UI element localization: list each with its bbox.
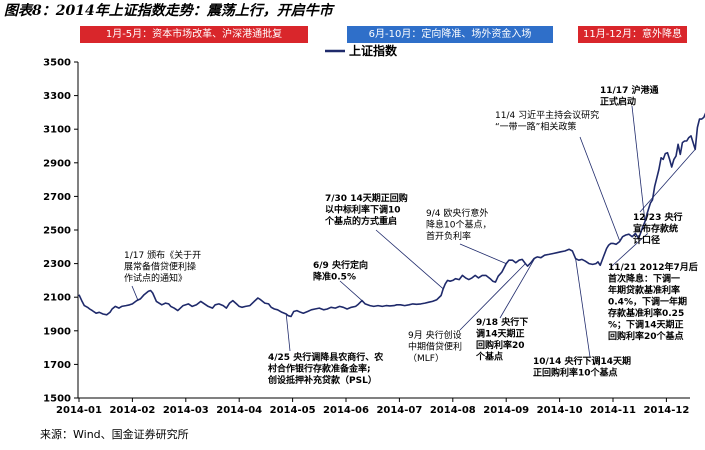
y-tick-label: 1700 [43, 360, 71, 371]
annotation-text: 创设抵押补充贷款（PSL） [267, 374, 377, 386]
x-tick-label: 2014-09 [483, 405, 529, 415]
annotation-text: 9/18 央行下 [476, 316, 528, 328]
source-note: 来源：Wind、国金证券研究所 [40, 428, 189, 441]
annotation-leader [579, 136, 620, 241]
y-tick-label: 2700 [43, 192, 71, 203]
x-tick-label: 2014-06 [323, 405, 369, 415]
annotation-text: 调14天期正 [476, 328, 525, 340]
annotation-text: %；下调14天期正 [608, 319, 684, 331]
annotation-text: 正回购利率10个基点 [533, 367, 618, 379]
annotation-text: 首次降息：下调一 [608, 273, 680, 285]
annotation-text: 回购利率20个基点 [608, 330, 684, 342]
annotation-text: 宣布存款统 [633, 223, 678, 235]
y-tick-label: 1500 [43, 394, 71, 405]
annotation-text: 0.4%，下调一年期 [608, 296, 687, 308]
annotation-leader [339, 280, 363, 301]
annotation-text: 存款基准利率0.25 [608, 307, 684, 319]
annotation-text: 11/4 习近平主持会议研究 [495, 109, 599, 121]
phase-banner-1: 1月-5月：资本市场改革、沪深港通批复 [80, 26, 308, 43]
annotation-text: 展常备借贷便利操 [124, 261, 196, 273]
annotation-text: 村合作银行存款准备金率; [268, 363, 371, 375]
annotation-leader [131, 285, 139, 300]
annotation: 11/21 2012年7月后首次降息：下调一年期贷款基准利率0.4%，下调一年期… [608, 233, 698, 342]
x-tick-label: 2014-04 [216, 405, 262, 415]
annotation-text: 1/17 颁布《关于开 [124, 249, 201, 261]
annotation-text: 6/9 央行定向 [313, 259, 368, 271]
annotation: 11/4 习近平主持会议研究“一带一路”相关政策 [495, 109, 620, 241]
annotation-text: 4/25 央行调降县农商行、农 [268, 351, 384, 363]
annotation-text: 正式启动 [600, 96, 636, 108]
series-line [78, 112, 705, 318]
phase-banner-2: 6月-10月：定向降准、场外资金入场 [347, 26, 553, 43]
annotation-text: 降息10个基点， [426, 219, 491, 231]
annotation-text: 11/21 2012年7月后 [608, 261, 698, 273]
figure-title: 图表8：2014年上证指数走势：震荡上行，开启牛市 [4, 3, 333, 19]
x-tick-label: 2014-10 [537, 405, 583, 415]
annotation-text: 7/30 14天期正回购 [325, 192, 408, 204]
x-tick-label: 2014-07 [376, 405, 422, 415]
annotation-text: 12/23 央行 [633, 211, 682, 223]
y-tick-label: 1900 [43, 326, 71, 337]
y-tick-label: 3300 [43, 91, 71, 102]
shanghai-index-chart: 1500 1700 1900 2100 2300 2500 2700 2900 3100 3300… [43, 43, 705, 415]
x-tick-label: 2014-08 [430, 405, 476, 415]
chart-legend: 上证指数 [325, 43, 398, 58]
annotation-leader [375, 229, 444, 290]
y-tick-label: 2900 [43, 158, 71, 169]
annotation-leader [639, 149, 696, 213]
x-tick-label: 2014-12 [643, 405, 689, 415]
chart-axes: 1500 1700 1900 2100 2300 2500 2700 2900 3100 3300… [43, 58, 690, 415]
x-tick-label: 2014-03 [163, 405, 209, 415]
annotation-text: 年期贷款基准利率 [608, 284, 680, 296]
y-tick-label: 3500 [43, 58, 71, 69]
annotation-leader [631, 105, 646, 222]
x-tick-label: 2014-02 [109, 405, 155, 415]
annotation-text: 中期借贷便利 [408, 341, 462, 353]
annotation-text: 9/4 欧央行意外 [426, 207, 488, 219]
phase-banner-3: 11月-12月：意外降息 [578, 26, 687, 43]
x-tick-label: 2014-05 [270, 405, 316, 415]
annotation-text: “一带一路”相关政策 [495, 121, 576, 133]
annotation-text: 计口径 [633, 234, 660, 246]
x-tick-label: 2014-11 [590, 405, 636, 415]
annotation-leader [285, 313, 291, 352]
y-tick-label: 2300 [43, 259, 71, 270]
annotation-text: 首开负利率 [426, 230, 471, 242]
legend-label: 上证指数 [349, 43, 398, 58]
chart-series [78, 112, 705, 318]
annotation-text: 作试点的通知》 [124, 272, 187, 284]
annotation-text: 以中标利率下调10 [325, 204, 401, 216]
y-tick-label: 2500 [43, 226, 71, 237]
annotation-leader [611, 233, 648, 267]
y-tick-label: 3100 [43, 125, 71, 136]
annotation-leader [459, 243, 507, 264]
annotation-text: 回购利率20 [476, 339, 525, 351]
annotation-text: 10/14 央行下调14天期 [533, 355, 631, 367]
annotation-text: 降准0.5% [313, 271, 356, 283]
annotation-text: 个基点 [475, 351, 503, 363]
x-tick-label: 2014-01 [56, 405, 102, 415]
annotation-leader [575, 258, 591, 358]
annotation-text: 个基点的方式重启 [324, 215, 397, 227]
annotation-leader [459, 263, 526, 331]
annotation-text: （MLF） [408, 353, 444, 364]
annotation-text: 11/17 沪港通 [600, 84, 658, 96]
annotation-text: 9月 央行创设 [408, 329, 462, 341]
y-tick-label: 2100 [43, 293, 71, 304]
annotation-leader [499, 256, 536, 319]
